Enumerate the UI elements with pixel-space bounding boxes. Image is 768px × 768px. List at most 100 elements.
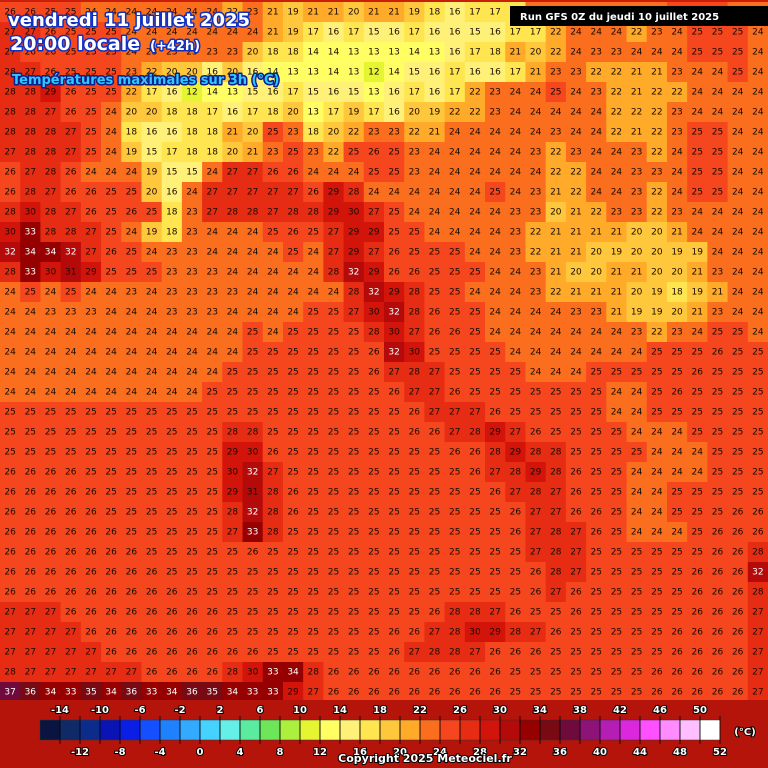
grid-cell <box>727 122 749 143</box>
run-label: Run GFS 0Z du jeudi 10 juillet 2025 <box>520 12 719 23</box>
grid-value: 25 <box>126 508 137 518</box>
grid-value: 21 <box>671 228 682 238</box>
grid-value: 19 <box>631 308 643 318</box>
grid-value: 25 <box>611 528 622 538</box>
grid-value: 30 <box>247 448 259 458</box>
grid-value: 24 <box>25 348 37 358</box>
grid-cell <box>485 122 506 143</box>
grid-value: 17 <box>146 88 157 98</box>
grid-cell <box>646 102 668 123</box>
grid-value: 24 <box>105 328 117 338</box>
grid-value: 25 <box>590 388 601 398</box>
grid-cell <box>404 82 425 103</box>
grid-value: 28 <box>409 368 421 378</box>
grid-value: 29 <box>287 688 299 698</box>
grid-value: 25 <box>631 648 642 658</box>
grid-value: 22 <box>126 88 137 98</box>
grid-value: 22 <box>671 88 682 98</box>
grid-value: 23 <box>590 308 601 318</box>
grid-value: 24 <box>752 168 764 178</box>
grid-value: 26 <box>85 528 97 538</box>
grid-cell <box>707 22 729 43</box>
grid-cell <box>121 2 142 23</box>
grid-value: 25 <box>206 468 217 478</box>
grid-value: 25 <box>308 548 319 558</box>
grid-cell <box>424 62 446 83</box>
grid-value: 26 <box>732 548 744 558</box>
grid-value: 25 <box>308 368 319 378</box>
grid-cell <box>141 62 163 83</box>
grid-value: 25 <box>651 388 662 398</box>
grid-value: 21 <box>651 68 662 78</box>
colorbar-box <box>99 719 121 741</box>
grid-value: 24 <box>570 368 582 378</box>
grid-value: 25 <box>206 588 217 598</box>
grid-cell <box>525 82 547 103</box>
grid-value: 34 <box>227 688 239 698</box>
grid-cell <box>262 102 284 123</box>
colorbar-box <box>59 719 81 741</box>
grid-value: 18 <box>308 128 320 138</box>
grid-value: 28 <box>348 188 360 198</box>
grid-value: 26 <box>732 668 744 678</box>
grid-value: 24 <box>247 228 259 238</box>
grid-value: 26 <box>510 508 522 518</box>
grid-value: 25 <box>712 368 723 378</box>
grid-value: 24 <box>45 328 57 338</box>
grid-value: 25 <box>146 268 157 278</box>
grid-value: 24 <box>227 348 239 358</box>
grid-value: 25 <box>287 388 298 398</box>
grid-value: 24 <box>469 288 481 298</box>
grid-value: 24 <box>570 348 582 358</box>
grid-value: 30 <box>469 628 481 638</box>
grid-value: 24 <box>308 268 320 278</box>
grid-value: 25 <box>692 28 703 38</box>
grid-value: 26 <box>732 688 744 698</box>
grid-value: 24 <box>489 248 501 258</box>
grid-value: 24 <box>752 148 764 158</box>
grid-value: 24 <box>732 228 744 238</box>
grid-value: 24 <box>105 148 117 158</box>
grid-value: 25 <box>247 588 258 598</box>
grid-value: 27 <box>227 168 238 178</box>
grid-cell <box>404 102 425 123</box>
grid-cell <box>282 22 304 43</box>
grid-cell <box>707 42 729 63</box>
grid-value: 28 <box>227 428 239 438</box>
grid-value: 27 <box>489 608 500 618</box>
grid-value: 26 <box>206 608 218 618</box>
colorbar-label: 36 <box>553 747 567 758</box>
grid-cell <box>0 162 21 183</box>
grid-value: 25 <box>388 488 399 498</box>
grid-value: 16 <box>227 108 239 118</box>
grid-value: 25 <box>510 588 521 598</box>
grid-cell <box>404 2 425 23</box>
grid-value: 25 <box>631 628 642 638</box>
grid-value: 24 <box>348 168 360 178</box>
grid-cell <box>121 62 142 83</box>
grid-value: 25 <box>227 588 238 598</box>
grid-value: 27 <box>489 468 500 478</box>
grid-value: 25 <box>449 468 460 478</box>
grid-value: 24 <box>489 168 501 178</box>
grid-cell <box>626 22 648 43</box>
grid-value: 22 <box>611 68 622 78</box>
grid-cell <box>424 82 446 103</box>
grid-value: 22 <box>469 88 480 98</box>
grid-cell <box>60 102 82 123</box>
colorbar-box <box>299 719 321 741</box>
grid-value: 24 <box>85 388 97 398</box>
grid-value: 25 <box>186 528 197 538</box>
grid-value: 27 <box>469 648 480 658</box>
grid-value: 24 <box>469 248 481 258</box>
grid-value: 20 <box>247 48 259 58</box>
grid-value: 22 <box>611 108 622 118</box>
grid-cell <box>161 2 183 23</box>
grid-value: 25 <box>510 568 521 578</box>
grid-value: 26 <box>489 688 501 698</box>
grid-value: 26 <box>409 668 421 678</box>
grid-value: 24 <box>651 448 663 458</box>
grid-cell <box>586 42 607 63</box>
grid-value: 25 <box>308 608 319 618</box>
grid-value: 25 <box>206 548 217 558</box>
